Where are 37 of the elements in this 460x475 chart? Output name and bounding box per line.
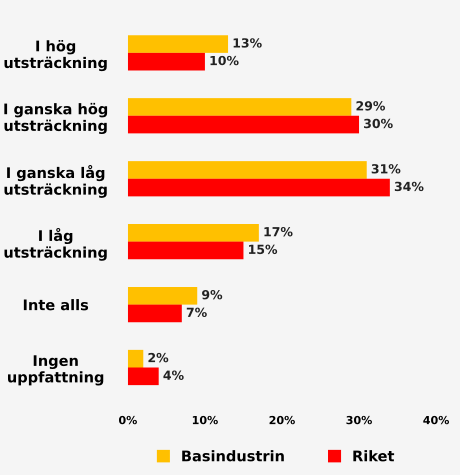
data-label: 30% [364,118,393,128]
data-label: 10% [210,56,239,66]
x-tick-label: 40% [423,416,450,424]
y-tick-label: Ingen uppfattning [8,355,104,386]
bar [128,242,244,260]
data-label: 4% [163,370,184,380]
x-tick-label: 0% [118,416,137,424]
bar [128,52,205,70]
bar [128,286,198,305]
data-label: 7% [186,308,207,318]
y-tick-label: I ganska hög utsträckning [4,102,108,134]
data-label: 2% [148,352,168,362]
data-label: 15% [249,244,278,254]
bar [128,178,390,196]
data-label: 13% [234,38,262,48]
legend-label: Basindustrin [182,450,284,462]
x-tick-label: 10% [192,416,218,424]
y-tick-label: I hög utsträckning [4,40,107,72]
y-tick-label: I ganska låg utsträckning [4,165,107,198]
data-label: 34% [394,182,424,192]
bar [128,350,144,368]
bar [128,161,367,179]
y-tick-label: Inte alls [24,299,88,310]
bar [128,304,182,322]
bar [128,368,159,386]
data-label: 29% [356,101,386,111]
y-tick-label: I låg utsträckning [4,228,107,261]
data-label: 9% [202,290,222,300]
bar [128,116,360,134]
legend-label: Riket [353,450,394,462]
data-label: 17% [264,227,293,236]
data-label: 31% [372,164,400,174]
bar [128,98,352,116]
x-tick-label: 30% [346,416,372,424]
x-tick-label: 20% [270,416,295,424]
bar [128,35,228,53]
bar [128,224,259,242]
